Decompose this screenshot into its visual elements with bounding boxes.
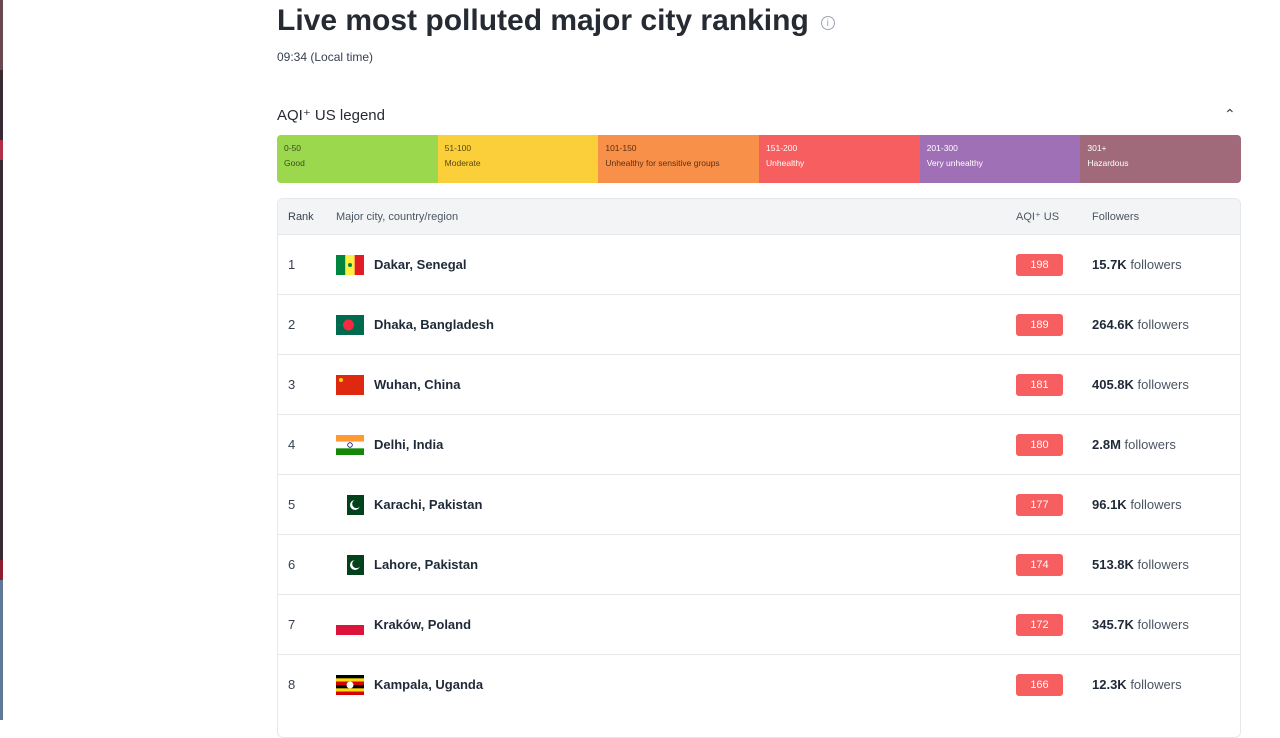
info-icon[interactable]: i — [820, 16, 835, 30]
pakistan-flag-icon — [336, 554, 364, 575]
legend-label: Hazardous — [1087, 158, 1129, 168]
table-row[interactable]: 4 Delhi, India 180 2.8M followers — [278, 414, 1240, 474]
rank: 4 — [288, 437, 296, 452]
rank: 1 — [288, 257, 296, 272]
legend-title: AQI⁺ US legend — [277, 107, 385, 124]
followers-unit: followers — [1133, 557, 1189, 572]
followers: 12.3K followers — [1092, 677, 1182, 692]
followers-count: 405.8K — [1092, 377, 1134, 392]
header-rank[interactable]: Rank — [288, 210, 314, 223]
followers: 405.8K followers — [1092, 377, 1189, 392]
poland-flag-icon — [336, 614, 364, 635]
legend-label: Unhealthy for sensitive groups — [605, 158, 720, 168]
followers: 345.7K followers — [1092, 617, 1189, 632]
rank: 2 — [288, 317, 296, 332]
followers-count: 513.8K — [1092, 557, 1134, 572]
bangladesh-flag-icon — [336, 314, 364, 335]
table-row[interactable]: 6 Lahore, Pakistan 174 513.8K followers — [278, 534, 1240, 594]
table-header: Rank Major city, country/region AQI⁺ US … — [278, 199, 1240, 234]
legend-range: 301+ — [1087, 143, 1107, 153]
followers-unit: followers — [1126, 257, 1182, 272]
followers-unit: followers — [1126, 677, 1182, 692]
followers: 96.1K followers — [1092, 497, 1182, 512]
background-window-edge — [0, 0, 3, 720]
table-row[interactable]: 5 Karachi, Pakistan 177 96.1K followers — [278, 474, 1240, 534]
senegal-flag-icon — [336, 254, 364, 275]
aqi-badge: 177 — [1016, 493, 1063, 516]
followers: 264.6K followers — [1092, 317, 1189, 332]
city-link[interactable]: Dhaka, Bangladesh — [374, 317, 494, 332]
followers-unit: followers — [1120, 437, 1176, 452]
followers-count: 15.7K — [1092, 257, 1127, 272]
followers-count: 2.8M — [1092, 437, 1121, 452]
city-link[interactable]: Wuhan, China — [374, 377, 461, 392]
followers-unit: followers — [1133, 317, 1189, 332]
uganda-flag-icon — [336, 674, 364, 695]
followers-count: 96.1K — [1092, 497, 1127, 512]
table-row[interactable]: 2 Dhaka, Bangladesh 189 264.6K followers — [278, 294, 1240, 354]
city-link[interactable]: Lahore, Pakistan — [374, 557, 479, 572]
table-row[interactable]: 7 Kraków, Poland 172 345.7K followers — [278, 594, 1240, 654]
followers: 15.7K followers — [1092, 257, 1182, 272]
legend-range: 151-200 — [766, 143, 798, 153]
local-time: 09:34 (Local time) — [277, 50, 374, 64]
header-aqi[interactable]: AQI⁺ US — [1016, 211, 1060, 223]
legend-segment: 51-100 Moderate — [437, 135, 599, 183]
rank: 8 — [288, 677, 296, 692]
aqi-badge: 166 — [1016, 673, 1063, 696]
city-link[interactable]: Kraków, Poland — [374, 617, 472, 632]
followers-count: 345.7K — [1092, 617, 1134, 632]
city-link[interactable]: Kampala, Uganda — [374, 677, 484, 692]
legend-segment: 301+ Hazardous — [1080, 135, 1241, 183]
rank: 7 — [288, 617, 296, 632]
header-followers[interactable]: Followers — [1092, 210, 1140, 223]
legend-segment: 0-50 Good — [277, 135, 438, 183]
rank: 5 — [288, 497, 296, 512]
followers: 2.8M followers — [1092, 437, 1176, 452]
rank: 6 — [288, 557, 296, 572]
table-row[interactable]: 8 Kampala, Uganda 166 12.3K followers — [278, 654, 1240, 714]
legend-segment: 101-150 Unhealthy for sensitive groups — [598, 135, 760, 183]
legend-range: 101-150 — [605, 143, 637, 153]
legend-label: Very unhealthy — [926, 158, 983, 168]
aqi-badge: 198 — [1016, 253, 1063, 276]
city-link[interactable]: Karachi, Pakistan — [374, 497, 483, 512]
aqi-badge: 180 — [1016, 433, 1063, 456]
legend-range: 51-100 — [444, 143, 472, 153]
legend-range: 201-300 — [926, 143, 958, 153]
china-flag-icon — [336, 374, 364, 395]
followers-unit: followers — [1133, 617, 1189, 632]
city-link[interactable]: Delhi, India — [374, 437, 444, 452]
chevron-up-icon[interactable]: ⌃ — [1224, 106, 1236, 122]
aqi-badge: 174 — [1016, 553, 1063, 576]
pakistan-flag-icon — [336, 494, 364, 515]
followers: 513.8K followers — [1092, 557, 1189, 572]
ranking-table: Rank Major city, country/region AQI⁺ US … — [277, 198, 1241, 738]
rank: 3 — [288, 377, 296, 392]
legend-range: 0-50 — [284, 143, 302, 153]
table-row[interactable]: 3 Wuhan, China 181 405.8K followers — [278, 354, 1240, 414]
header-city[interactable]: Major city, country/region — [336, 210, 459, 223]
legend-segment: 201-300 Very unhealthy — [919, 135, 1081, 183]
followers-unit: followers — [1133, 377, 1189, 392]
legend-label: Unhealthy — [766, 158, 805, 168]
aqi-legend: 0-50 Good 51-100 Moderate 101-150 Unhealthy f… — [277, 135, 1241, 183]
followers-count: 12.3K — [1092, 677, 1127, 692]
legend-segment: 151-200 Unhealthy — [759, 135, 920, 183]
city-link[interactable]: Dakar, Senegal — [374, 257, 467, 272]
page-title: Live most polluted major city ranking i — [277, 4, 835, 38]
followers-count: 264.6K — [1092, 317, 1134, 332]
followers-unit: followers — [1126, 497, 1182, 512]
india-flag-icon — [336, 434, 364, 455]
aqi-badge: 172 — [1016, 613, 1063, 636]
aqi-badge: 181 — [1016, 373, 1063, 396]
aqi-badge: 189 — [1016, 313, 1063, 336]
legend-label: Moderate — [444, 158, 481, 168]
table-row[interactable]: 1 Dakar, Senegal 198 15.7K followers — [278, 234, 1240, 294]
legend-label: Good — [284, 158, 305, 168]
